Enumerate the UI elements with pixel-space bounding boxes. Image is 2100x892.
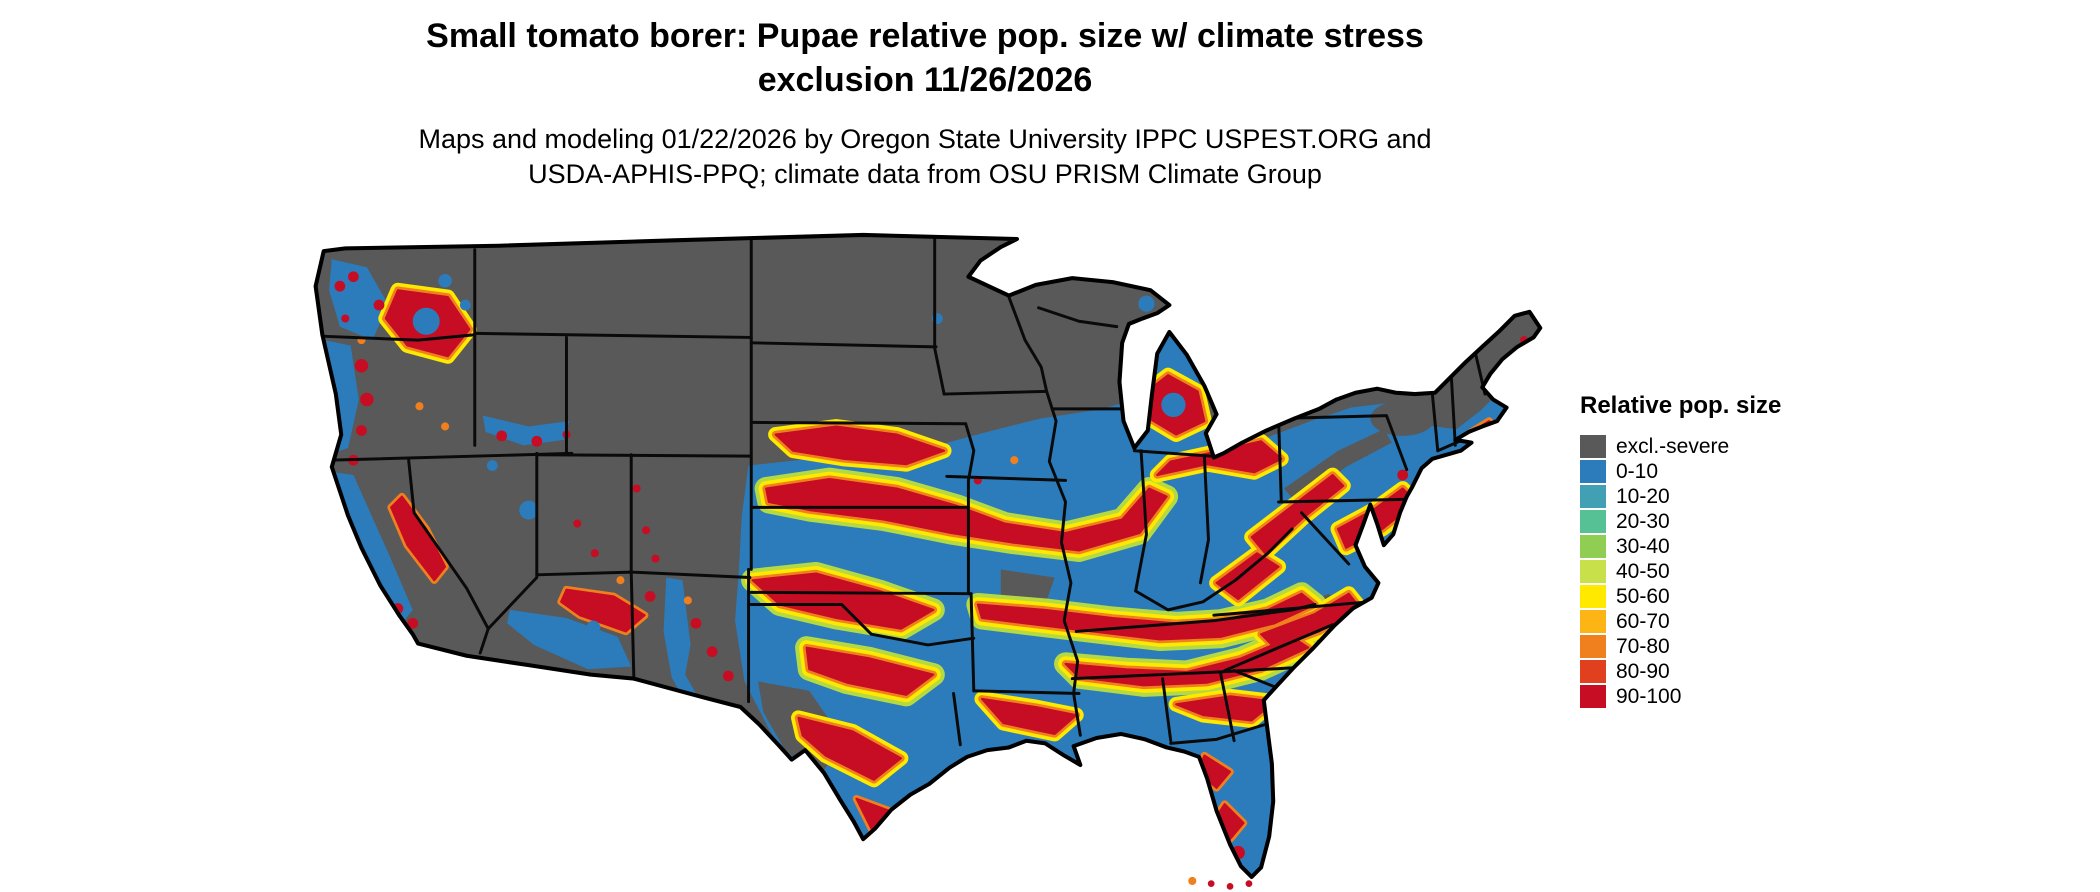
legend-item: 0-10 (1580, 459, 1781, 484)
state-borders (316, 234, 1487, 747)
legend-item: 40-50 (1580, 559, 1781, 584)
legend-label: 20-30 (1616, 510, 1670, 533)
legend-swatch (1580, 460, 1606, 483)
page-title-line1: Small tomato borer: Pupae relative pop. … (426, 17, 1424, 55)
legend-label: 70-80 (1616, 635, 1670, 658)
legend-swatch (1580, 435, 1606, 458)
ozark-gray (1000, 569, 1055, 605)
legend-swatch (1580, 585, 1606, 608)
arizona-desert-blue (507, 609, 632, 670)
legend-swatch (1580, 510, 1606, 533)
legend-swatch (1580, 535, 1606, 558)
legend-item: 10-20 (1580, 484, 1781, 509)
central-valley-blue (334, 472, 413, 624)
legend-label: 90-100 (1616, 685, 1682, 708)
legend-item: 50-60 (1580, 584, 1781, 609)
legend-item: 90-100 (1580, 684, 1781, 709)
legend-swatch (1580, 560, 1606, 583)
page-title-line2: exclusion 11/26/2026 (757, 61, 1093, 99)
rio-grande-valley-blue (663, 577, 696, 702)
legend-label: 30-40 (1616, 535, 1670, 558)
adirondack-gray (1370, 400, 1436, 436)
legend-label: 0-10 (1616, 460, 1659, 483)
legend-swatch (1580, 610, 1606, 633)
legend-label: 60-70 (1616, 610, 1670, 633)
legend-item: excl.-severe (1580, 434, 1781, 459)
legend-label: excl.-severe (1616, 435, 1730, 458)
subtitle-line2: USDA-APHIS-PPQ; climate data from OSU PR… (528, 159, 1322, 189)
legend-swatch (1580, 660, 1606, 683)
legend-swatch (1580, 485, 1606, 508)
legend-label: 80-90 (1616, 660, 1670, 683)
legend-swatch (1580, 635, 1606, 658)
legend-item: 60-70 (1580, 609, 1781, 634)
subtitle-line1: Maps and modeling 01/22/2026 by Oregon S… (418, 124, 1432, 154)
legend-item: 30-40 (1580, 534, 1781, 559)
florida-keys-dots (1188, 876, 1253, 890)
legend-item: 70-80 (1580, 634, 1781, 659)
legend-swatch (1580, 685, 1606, 708)
legend-item: 80-90 (1580, 659, 1781, 684)
map-raster (315, 234, 1541, 877)
legend-item: 20-30 (1580, 509, 1781, 534)
legend-label: 10-20 (1616, 485, 1670, 508)
legend-title: Relative pop. size (1580, 392, 1782, 419)
legend: Relative pop. size excl.-severe 0-10 10-… (1580, 392, 1781, 709)
subtitle-block: Maps and modeling 01/22/2026 by Oregon S… (0, 122, 1850, 192)
title-block: Small tomato borer: Pupae relative pop. … (0, 14, 1850, 102)
legend-label: 50-60 (1616, 585, 1670, 608)
legend-label: 40-50 (1616, 560, 1670, 583)
